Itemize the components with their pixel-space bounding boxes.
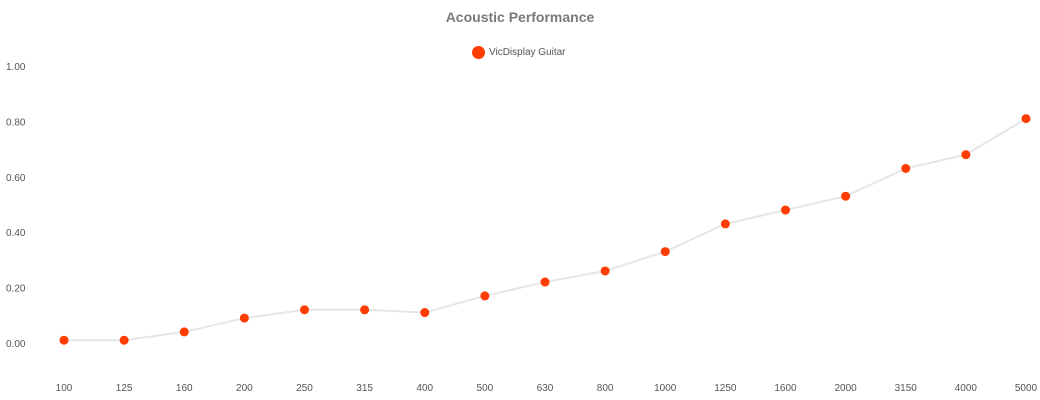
data-point[interactable]	[300, 305, 309, 315]
legend[interactable]: VicDisplay Guitar	[472, 44, 566, 60]
data-point[interactable]	[1021, 114, 1031, 124]
data-point[interactable]	[360, 305, 370, 315]
data-point[interactable]	[239, 313, 249, 323]
x-tick-label: 4000	[955, 383, 978, 394]
data-point[interactable]	[720, 219, 730, 229]
data-point[interactable]	[781, 205, 790, 215]
y-tick-label: 0.00	[6, 339, 26, 350]
data-point[interactable]	[841, 191, 851, 201]
legend-marker	[472, 45, 485, 59]
x-tick-label: 1600	[774, 383, 797, 394]
data-point[interactable]	[480, 291, 490, 301]
x-tick-label: 1000	[654, 383, 677, 394]
x-tick-label: 200	[236, 383, 253, 394]
x-tick-label: 630	[537, 383, 554, 394]
x-tick-label: 1250	[714, 383, 737, 394]
x-tick-label: 400	[416, 383, 433, 394]
data-point[interactable]	[179, 327, 189, 337]
y-tick-label: 0.40	[6, 228, 26, 239]
x-tick-label: 315	[356, 383, 373, 394]
y-tick-label: 0.60	[6, 173, 26, 184]
series-points	[59, 114, 1031, 345]
x-tick-label: 5000	[1015, 383, 1038, 394]
data-point[interactable]	[600, 266, 610, 276]
x-tick-label: 800	[597, 383, 614, 394]
y-tick-label: 0.20	[6, 284, 26, 295]
data-point[interactable]	[901, 163, 911, 173]
x-tick-label: 100	[56, 383, 73, 394]
legend-label: VicDisplay Guitar	[489, 46, 566, 58]
chart-title: Acoustic Performance	[445, 9, 595, 25]
data-point[interactable]	[420, 308, 430, 318]
y-tick-label: 1.00	[6, 62, 26, 73]
x-tick-label: 3150	[895, 383, 918, 394]
y-axis-ticks: 0.00 0.20 0.40 0.60 0.80 1.00	[6, 62, 26, 350]
data-point[interactable]	[540, 277, 550, 287]
y-tick-label: 0.80	[6, 117, 26, 128]
x-tick-label: 160	[176, 383, 193, 394]
x-tick-label: 125	[116, 383, 133, 394]
x-tick-label: 2000	[835, 383, 858, 394]
x-tick-label: 500	[477, 383, 494, 394]
data-point[interactable]	[59, 335, 69, 345]
data-point[interactable]	[961, 150, 971, 160]
x-tick-label: 250	[296, 383, 313, 394]
x-axis-ticks: 100 125 160 200 250 315 400 500 630 800 1000 1250 16…	[56, 383, 1038, 394]
data-point[interactable]	[660, 247, 670, 257]
series-line	[64, 117, 1027, 342]
data-point[interactable]	[119, 335, 129, 345]
